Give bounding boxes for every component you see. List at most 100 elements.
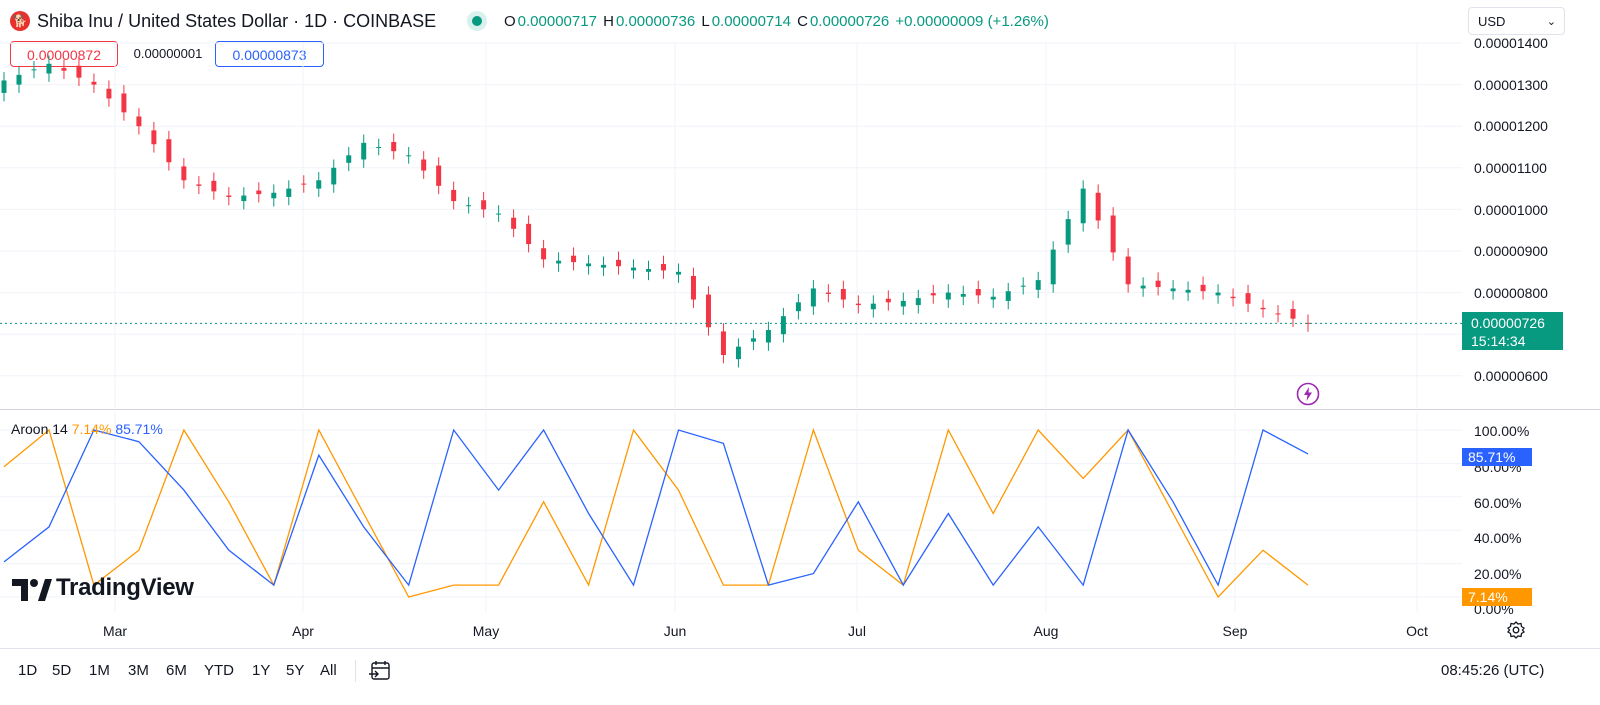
time-axis-label: Mar (102, 623, 128, 639)
candle-body (1230, 296, 1236, 299)
candle-body (975, 288, 981, 296)
ohlc-readout: O 0.00000717 H 0.00000736 L 0.00000714 C 0.0… (504, 13, 1051, 30)
utc-clock[interactable]: 08:45:26 (UTC) (1441, 662, 1545, 679)
timeframe-5y-button[interactable]: 5Y (286, 662, 305, 679)
high-value: 0.00000736 (615, 13, 696, 30)
time-axis-label: Jun (663, 623, 687, 639)
candle-body (16, 74, 22, 85)
aroon-up-tag: 7.14% (1462, 588, 1532, 606)
candle-body (241, 195, 247, 202)
candle-body (825, 292, 831, 294)
last-price-value: 0.00000726 (1471, 315, 1545, 331)
timeframe-all-button[interactable]: All (320, 662, 337, 679)
tradingview-brand[interactable]: TradingView (56, 574, 194, 601)
aroon-down-tag: 85.71% (1462, 448, 1532, 466)
timeframe-1d-button[interactable]: 1D (18, 662, 38, 679)
candle-body (46, 63, 52, 74)
candle-body (765, 330, 771, 343)
chart-header: 🐕 Shiba Inu / United States Dollar · 1D … (0, 0, 1600, 42)
time-axis-label: Oct (1406, 623, 1428, 639)
goto-date-icon[interactable] (368, 659, 392, 683)
candle-body (1140, 285, 1146, 289)
candle-body (870, 303, 876, 310)
price-axis-label: 0.00001200 (1474, 118, 1548, 134)
candle-body (840, 288, 846, 300)
candle-body (121, 93, 127, 113)
candle-body (1245, 293, 1251, 304)
candle-body (690, 275, 696, 300)
candle-body (496, 213, 502, 215)
currency-select[interactable]: USD ⌄ (1468, 7, 1565, 35)
aroon-legend[interactable]: Aroon 14 7.14% 85.71% (11, 421, 163, 437)
candle-body (136, 116, 142, 127)
timeframe-ytd-button[interactable]: YTD (204, 662, 234, 679)
aroon-length: 14 (52, 421, 68, 437)
candle-body (586, 263, 592, 267)
candle-body (196, 184, 202, 186)
market-status-icon[interactable] (472, 16, 482, 26)
candle-body (421, 159, 427, 171)
aroon-chart[interactable] (0, 412, 1462, 612)
low-label: L (701, 13, 710, 30)
candle-body (1155, 280, 1161, 288)
price-axis-label: 0.00001300 (1474, 77, 1548, 93)
price-axis-label: 0.00001100 (1474, 160, 1547, 176)
candle-body (91, 81, 97, 85)
candle-body (720, 331, 726, 355)
candle-body (885, 298, 891, 303)
candle-body (705, 294, 711, 328)
time-axis-label: May (472, 623, 500, 639)
candle-body (61, 67, 67, 71)
bar-countdown: 15:14:34 (1471, 333, 1526, 349)
candle-body (226, 195, 232, 197)
gear-icon[interactable] (1506, 620, 1526, 640)
lightning-icon[interactable] (1296, 382, 1320, 406)
timeframe-5d-button[interactable]: 5D (52, 662, 72, 679)
timeframe-3m-button[interactable]: 3M (128, 662, 149, 679)
aroon-axis-label: 60.00% (1474, 495, 1522, 511)
candle-body (571, 255, 577, 263)
time-axis-label: Jul (848, 623, 866, 639)
candle-body (631, 267, 637, 271)
timeframe-1m-button[interactable]: 1M (89, 662, 110, 679)
candle-body (1170, 288, 1176, 292)
high-label: H (603, 13, 614, 30)
candle-body (286, 188, 292, 197)
pane-separator[interactable] (0, 409, 1600, 410)
aroon-down-line (3, 428, 1309, 587)
candle-body (1080, 188, 1086, 224)
candle-body (166, 139, 172, 163)
last-price-tag: 0.00000726 15:14:34 (1462, 312, 1563, 350)
candle-body (915, 298, 921, 306)
close-value: 0.00000726 (809, 13, 890, 30)
candle-body (960, 293, 966, 297)
tradingview-logo-icon[interactable] (12, 576, 52, 604)
candle-body (1200, 284, 1206, 292)
close-label: C (797, 13, 808, 30)
candle-body (1050, 249, 1056, 285)
candle-body (181, 166, 187, 181)
aroon-name: Aroon (11, 421, 49, 437)
candle-body (466, 205, 472, 207)
candle-body (436, 165, 442, 186)
price-chart[interactable] (0, 42, 1462, 408)
candle-body (301, 183, 307, 185)
price-axis-label: 0.00000600 (1474, 368, 1548, 384)
candle-body (1275, 313, 1281, 315)
candle-body (990, 296, 996, 300)
timeframe-1y-button[interactable]: 1Y (252, 662, 271, 679)
symbol-title[interactable]: Shiba Inu / United States Dollar · 1D · … (37, 11, 437, 31)
candle-body (406, 155, 412, 157)
candle-body (316, 180, 322, 189)
candle-body (556, 260, 562, 264)
candle-body (1125, 256, 1131, 285)
candle-body (361, 142, 367, 160)
timeframe-6m-button[interactable]: 6M (166, 662, 187, 679)
candle-body (855, 303, 861, 306)
candle-body (1290, 308, 1296, 319)
aroon-axis-label: 40.00% (1474, 530, 1522, 546)
buy-price-button[interactable]: 0.00000873 (215, 41, 324, 67)
candle-body (481, 200, 487, 210)
candle-body (271, 192, 277, 199)
shiba-coin-icon[interactable]: 🐕 (10, 11, 30, 31)
